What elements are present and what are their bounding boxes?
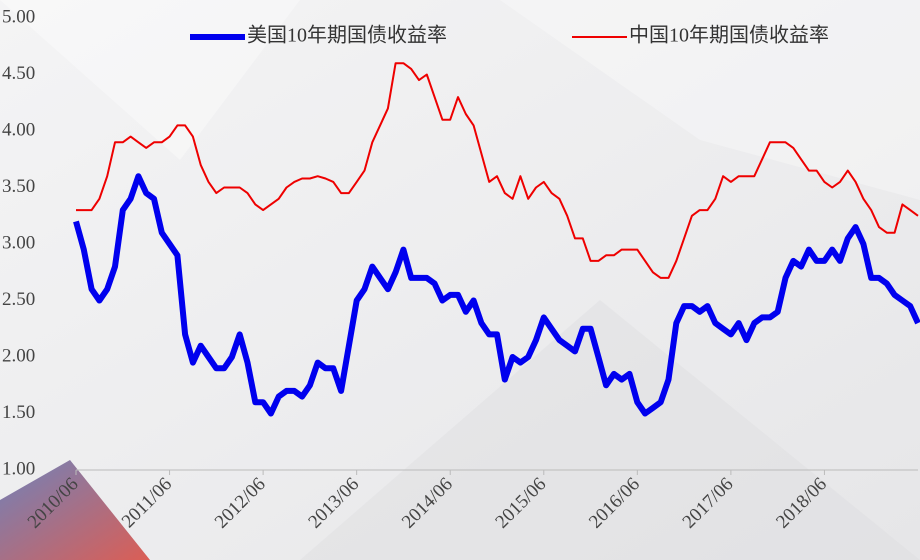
y-tick-label: 3.50 — [2, 176, 35, 197]
y-tick-label: 1.00 — [2, 458, 35, 479]
y-tick-label: 3.00 — [2, 232, 35, 253]
page: {"chart_data": { "type": "line", "catego… — [0, 0, 920, 560]
legend-label: 中国10年期国债收益率 — [629, 24, 829, 47]
y-tick-label: 4.00 — [2, 119, 35, 140]
chart: 1.001.502.002.503.003.504.004.505.002010… — [0, 0, 920, 560]
y-tick-label: 4.50 — [2, 63, 35, 84]
y-tick-label: 2.00 — [2, 345, 35, 366]
y-tick-label: 2.50 — [2, 289, 35, 310]
y-tick-label: 5.00 — [2, 6, 35, 27]
legend-label: 美国10年期国债收益率 — [247, 24, 447, 47]
y-tick-label: 1.50 — [2, 402, 35, 423]
